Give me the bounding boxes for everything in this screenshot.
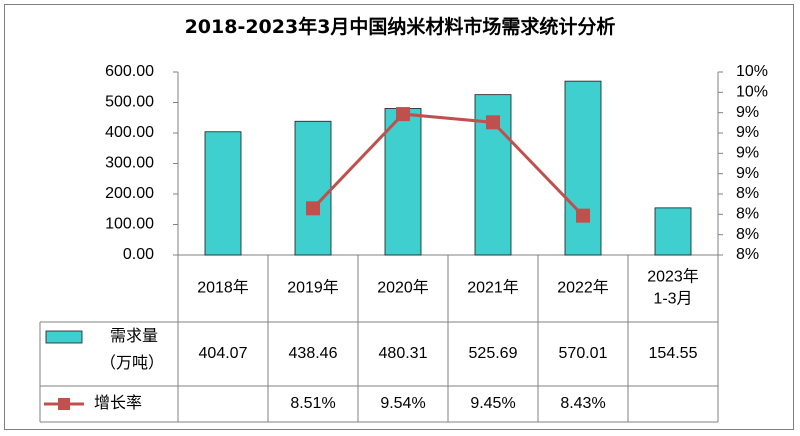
y-tick-label-right: 9%: [736, 104, 759, 121]
growth-rate-line: [311, 112, 585, 217]
data-label-growth: 8.43%: [560, 395, 605, 412]
x-tick-label: 2023年: [647, 268, 699, 286]
y-tick-label-left: 100.00: [105, 216, 154, 233]
growth-rate-marker: [576, 208, 590, 223]
y-tick-label-left: 0.00: [123, 246, 154, 263]
data-label-demand: 438.46: [289, 345, 338, 362]
chart-title: 2018-2023年3月中国纳米材料市场需求统计分析: [184, 16, 616, 38]
growth-rate-marker: [396, 107, 410, 122]
bar: [564, 80, 602, 256]
growth-rate-marker: [306, 201, 320, 216]
data-label-demand: 525.69: [469, 345, 518, 362]
legend-line-label: 增长率: [94, 394, 142, 412]
data-label-demand: 480.31: [379, 345, 428, 362]
legend-bar-label: （万吨）: [100, 354, 164, 372]
y-tick-label-left: 600.00: [105, 63, 154, 80]
x-tick-label: 2020年: [377, 279, 429, 297]
y-tick-label-right: 10%: [736, 84, 768, 101]
x-tick-label: 1-3月: [653, 291, 692, 308]
data-label-growth: 9.54%: [380, 395, 425, 412]
y-tick-label-left: 500.00: [105, 94, 154, 111]
data-label-demand: 154.55: [649, 345, 698, 362]
x-tick-label: 2022年: [557, 279, 609, 297]
x-tick-label: 2019年: [287, 279, 339, 297]
legend-bar-key: [45, 330, 83, 344]
x-tick-label: 2021年: [467, 279, 519, 297]
y-tick-label-right: 8%: [736, 226, 759, 243]
growth-rate-marker: [486, 115, 500, 130]
y-tick-label-right: 8%: [736, 206, 759, 223]
data-label-growth: 9.45%: [470, 395, 515, 412]
legend-bar-label: 需求量: [110, 327, 158, 345]
y-tick-label-left: 400.00: [105, 124, 154, 141]
legend-line-marker: [58, 398, 70, 410]
bar: [294, 120, 332, 256]
bar: [654, 207, 692, 256]
y-tick-label-right: 8%: [736, 185, 759, 202]
y-tick-label-left: 200.00: [105, 185, 154, 202]
x-tick-label: 2018年: [197, 279, 249, 297]
y-tick-label-right: 9%: [736, 165, 759, 182]
bar: [384, 108, 422, 256]
data-label-demand: 404.07: [199, 345, 248, 362]
data-label-growth: 8.51%: [290, 395, 335, 412]
y-tick-label-right: 10%: [736, 63, 768, 80]
y-tick-label-right: 8%: [736, 246, 759, 263]
data-label-demand: 570.01: [559, 345, 608, 362]
bar: [204, 131, 242, 256]
y-tick-label-left: 300.00: [105, 155, 154, 172]
y-tick-label-right: 9%: [736, 145, 759, 162]
y-tick-label-right: 9%: [736, 124, 759, 141]
